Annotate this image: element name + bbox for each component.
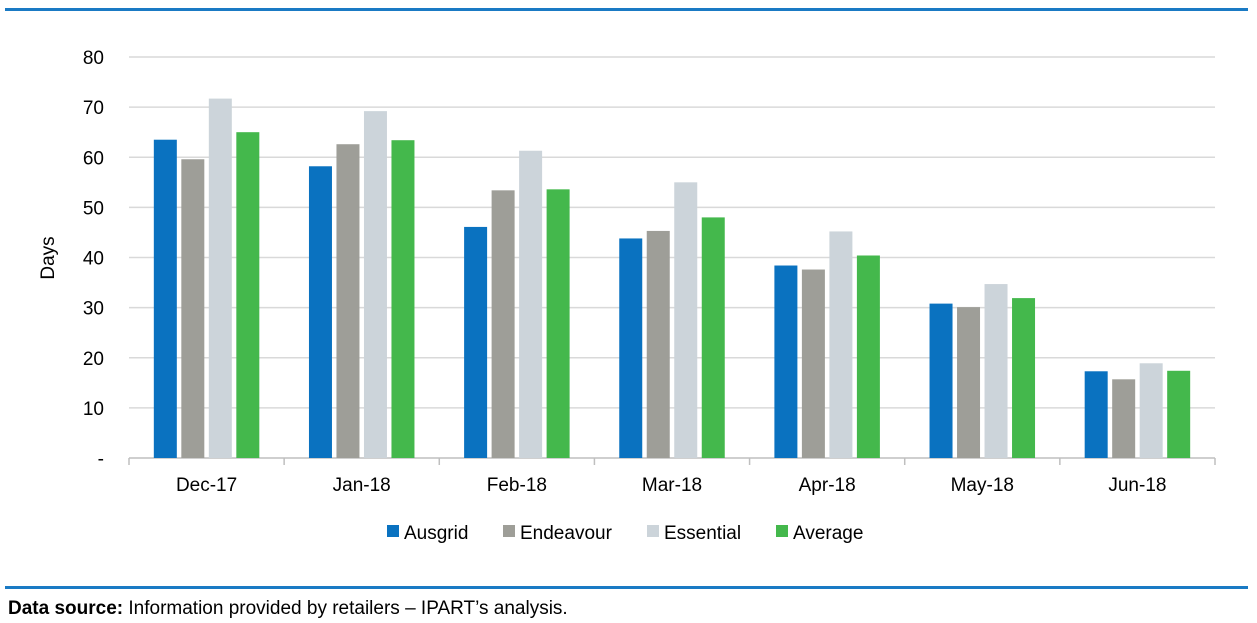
legend-swatch-average [776,525,788,537]
x-tick-label: Feb-18 [487,475,547,496]
legend-label-endeavour: Endeavour [520,523,613,544]
data-source-note: Data source: Information provided by ret… [8,598,568,620]
bar-endeavour-apr-18 [801,269,825,458]
data-source-text: Information provided by retailers – IPAR… [123,598,568,619]
bar-average-feb-18 [546,189,570,458]
bar-essential-apr-18 [829,231,853,458]
bar-essential-mar-18 [674,182,698,458]
x-tick-label: Jun-18 [1108,475,1166,496]
x-tick-label: Jan-18 [333,475,391,496]
y-tick-label: 30 [83,299,104,320]
bar-average-dec-17 [236,132,260,458]
y-tick-label: 20 [83,349,104,370]
bottom-rule [5,586,1248,589]
y-tick-label: 50 [83,198,104,219]
legend-label-average: Average [793,523,863,544]
bar-essential-dec-17 [208,98,232,458]
x-tick-labels: Dec-17 Jan-18 Feb-18 Mar-18 Apr-18 May-18 Jun-… [176,475,1167,496]
bar-ausgrid-apr-18 [774,265,798,458]
gridlines [128,56,1216,465]
data-source-label: Data source: [8,598,124,619]
bar-ausgrid-jan-18 [308,166,332,458]
x-tick-label: May-18 [951,475,1014,496]
x-tick-label: Mar-18 [642,475,702,496]
bar-average-apr-18 [856,255,880,458]
legend-label-ausgrid: Ausgrid [404,523,468,544]
bars [153,98,1191,459]
bar-chart: - 10 20 30 40 50 60 70 80 Dec-17 Jan-18 Feb-18 Mar-… [38,48,1216,544]
bar-average-jun-18 [1167,370,1191,458]
top-rule [5,8,1248,11]
bar-essential-may-18 [984,284,1008,458]
bar-average-jan-18 [391,140,415,458]
y-tick-label: 10 [83,399,104,420]
legend-swatch-ausgrid [387,525,399,537]
legend-swatch-endeavour [503,525,515,537]
bar-ausgrid-dec-17 [153,139,177,459]
bar-average-may-18 [1012,298,1036,458]
legend-label-essential: Essential [664,523,741,544]
bar-endeavour-feb-18 [491,190,515,458]
y-tick-label: - [98,449,104,470]
bar-ausgrid-jun-18 [1084,371,1108,458]
bar-essential-feb-18 [519,150,543,458]
bar-ausgrid-mar-18 [619,238,643,458]
y-axis-label: Days [38,236,59,279]
bar-ausgrid-feb-18 [464,226,488,458]
y-tick-label: 60 [83,148,104,169]
bar-endeavour-jan-18 [336,144,360,458]
bar-essential-jan-18 [363,111,387,458]
y-tick-label: 80 [83,48,104,69]
y-tick-label: 40 [83,249,104,270]
bar-endeavour-may-18 [957,307,981,458]
y-tick-labels: - 10 20 30 40 50 60 70 80 [83,48,104,470]
y-tick-label: 70 [83,98,104,119]
bar-ausgrid-may-18 [929,303,953,458]
bar-average-mar-18 [701,217,725,458]
legend: Ausgrid Endeavour Essential Average [387,523,863,544]
x-tick-label: Dec-17 [176,475,237,496]
bar-essential-jun-18 [1139,363,1163,458]
bar-endeavour-dec-17 [181,159,205,458]
legend-swatch-essential [647,525,659,537]
bar-endeavour-jun-18 [1112,379,1136,458]
bar-endeavour-mar-18 [646,230,670,458]
x-tick-label: Apr-18 [799,475,856,496]
